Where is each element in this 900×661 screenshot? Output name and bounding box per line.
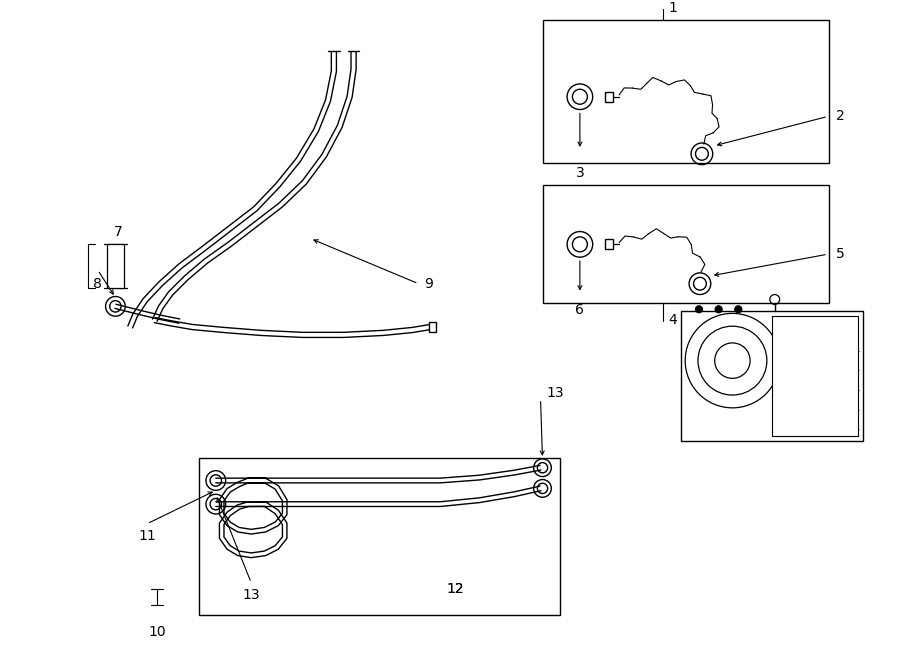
Text: 6: 6: [575, 303, 584, 317]
Circle shape: [715, 305, 723, 313]
Text: 5: 5: [836, 247, 844, 261]
Bar: [681, 311, 863, 441]
Text: 9: 9: [425, 277, 433, 291]
Text: 13: 13: [546, 386, 564, 400]
Bar: [606, 239, 614, 249]
Text: 2: 2: [836, 110, 844, 124]
Text: 12: 12: [446, 582, 464, 596]
Bar: [544, 185, 829, 303]
Circle shape: [695, 305, 703, 313]
Text: 13: 13: [242, 588, 260, 602]
Text: 12: 12: [446, 582, 464, 596]
Bar: [544, 20, 829, 163]
Text: 7: 7: [113, 225, 122, 239]
Bar: [106, 245, 124, 288]
Text: 8: 8: [94, 277, 103, 291]
Bar: [428, 322, 436, 332]
Bar: [772, 316, 859, 436]
Polygon shape: [199, 458, 560, 615]
Bar: [606, 92, 614, 102]
Text: 3: 3: [575, 167, 584, 180]
Text: 4: 4: [669, 313, 677, 327]
Text: 10: 10: [148, 625, 166, 639]
Circle shape: [734, 305, 742, 313]
Text: 11: 11: [138, 529, 156, 543]
Text: 1: 1: [669, 1, 678, 15]
